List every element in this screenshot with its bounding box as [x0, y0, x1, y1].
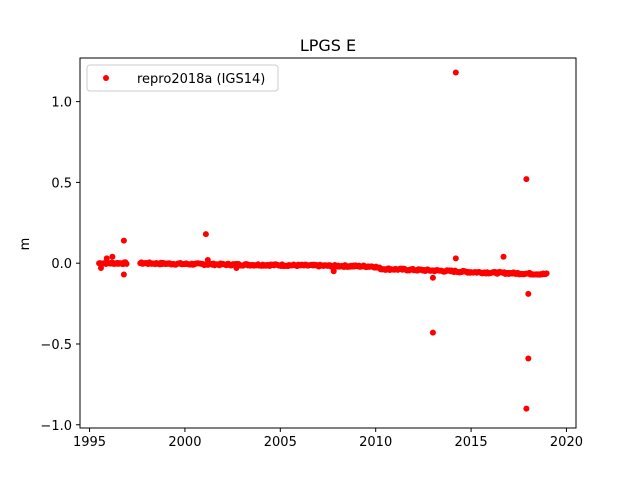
y-tick-label: −0.5 — [40, 338, 72, 353]
outlier-point — [202, 231, 209, 238]
legend-marker — [103, 75, 109, 81]
outlier-point — [500, 253, 507, 260]
outlier-point — [452, 69, 459, 76]
outlier-point — [97, 265, 104, 272]
x-tick-label: 2015 — [455, 435, 488, 450]
outlier-point — [525, 290, 532, 297]
legend-label: repro2018a (IGS14) — [137, 72, 265, 87]
y-tick-label: −1.0 — [40, 419, 72, 434]
outlier-point — [330, 268, 337, 275]
outlier-point — [452, 255, 459, 262]
outlier-point — [233, 265, 240, 272]
outlier-point — [103, 255, 110, 262]
x-tick-label: 2005 — [264, 435, 297, 450]
x-tick-label: 2010 — [359, 435, 392, 450]
data-point — [123, 260, 130, 267]
outlier-point — [525, 355, 532, 362]
y-tick-label: 0.5 — [51, 176, 72, 191]
y-axis-label: m — [18, 238, 33, 251]
x-tick-label: 1995 — [73, 435, 106, 450]
axes-frame — [79, 57, 577, 429]
outlier-point — [429, 274, 436, 281]
chart-title: LPGS E — [300, 36, 356, 55]
outlier-point — [204, 256, 211, 263]
x-tick-label: 2020 — [550, 435, 583, 450]
outlier-point — [523, 405, 530, 412]
x-tick-label: 2000 — [168, 435, 201, 450]
y-tick-label: 1.0 — [51, 96, 72, 111]
outlier-point — [109, 253, 116, 260]
outlier-point — [120, 237, 127, 244]
legend-box — [86, 64, 279, 92]
outlier-point — [523, 176, 530, 183]
legend: repro2018a (IGS14) — [86, 64, 279, 92]
y-tick-label: 0.0 — [51, 257, 72, 272]
axes: 1995 2000 2005 2010 2015 2020 −1.0 −0.5 0.0 0.5 1.… — [40, 57, 583, 450]
plot-area — [96, 69, 550, 412]
data-point — [543, 270, 550, 277]
outlier-point — [120, 271, 127, 278]
outlier-point — [429, 329, 436, 336]
